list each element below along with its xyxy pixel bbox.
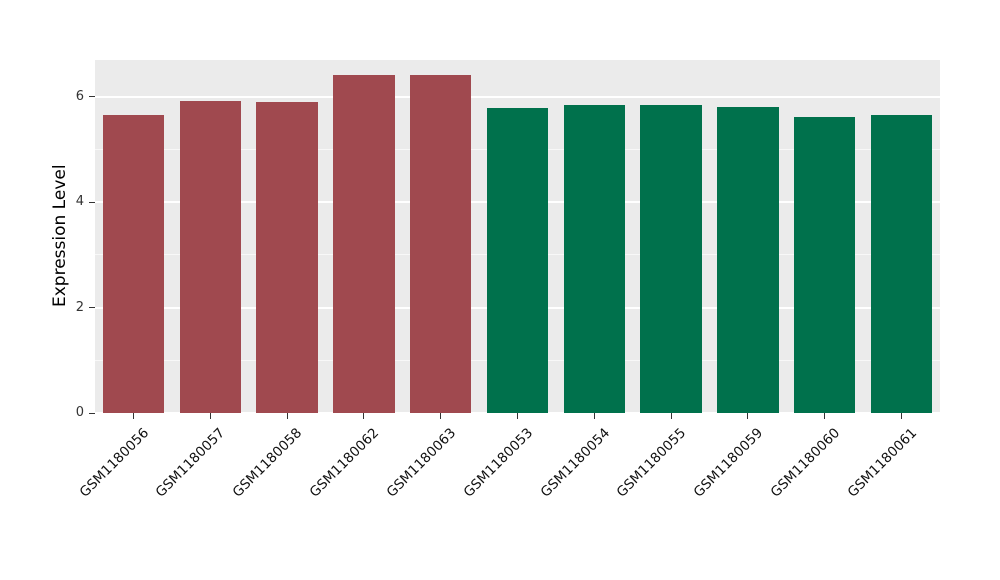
x-tick-label: GSM1180062 bbox=[306, 425, 383, 501]
y-tick-label: 6 bbox=[75, 88, 84, 104]
x-tick-mark bbox=[593, 413, 595, 419]
x-tick-label: GSM1180054 bbox=[537, 425, 613, 501]
y-tick-mark bbox=[89, 96, 95, 98]
bar bbox=[717, 107, 779, 413]
x-tick-label: GSM1180063 bbox=[383, 425, 460, 501]
bar bbox=[102, 115, 165, 413]
x-tick-mark bbox=[132, 413, 134, 419]
bar bbox=[486, 108, 549, 413]
x-tick-mark bbox=[363, 413, 365, 419]
x-tick-mark bbox=[209, 413, 211, 419]
bar bbox=[333, 74, 395, 413]
x-tick-mark bbox=[517, 413, 518, 419]
bar bbox=[409, 74, 472, 413]
x-tick-label: GSM1180061 bbox=[844, 425, 920, 501]
y-tick-label: 4 bbox=[75, 194, 84, 210]
bar bbox=[640, 104, 702, 413]
x-tick-mark bbox=[286, 413, 288, 419]
y-tick-label: 2 bbox=[75, 299, 84, 315]
x-tick-label: GSM1180056 bbox=[76, 425, 152, 501]
x-tick-mark bbox=[670, 413, 672, 419]
x-tick-mark bbox=[901, 413, 903, 419]
bar bbox=[563, 104, 626, 413]
x-tick-mark bbox=[440, 413, 442, 419]
x-tick-label: GSM1180060 bbox=[767, 425, 844, 501]
x-tick-label: GSM1180058 bbox=[229, 425, 306, 501]
y-tick-mark bbox=[89, 201, 95, 203]
bar bbox=[256, 102, 318, 413]
y-axis-title: Expression Level bbox=[50, 163, 70, 307]
x-tick-label: GSM1180055 bbox=[613, 425, 690, 501]
bar bbox=[179, 100, 241, 413]
x-tick-mark bbox=[747, 413, 749, 419]
plot-panel bbox=[95, 60, 940, 414]
x-tick-label: GSM1180053 bbox=[460, 425, 536, 501]
y-tick-mark bbox=[89, 307, 95, 309]
y-tick-mark bbox=[89, 412, 95, 414]
x-tick-label: GSM1180057 bbox=[153, 425, 229, 501]
gridline-major bbox=[95, 95, 940, 98]
x-tick-mark bbox=[824, 413, 826, 419]
x-tick-label: GSM1180059 bbox=[690, 425, 767, 501]
bar bbox=[794, 116, 856, 413]
y-tick-label: 0 bbox=[75, 405, 84, 420]
bar bbox=[870, 115, 933, 413]
